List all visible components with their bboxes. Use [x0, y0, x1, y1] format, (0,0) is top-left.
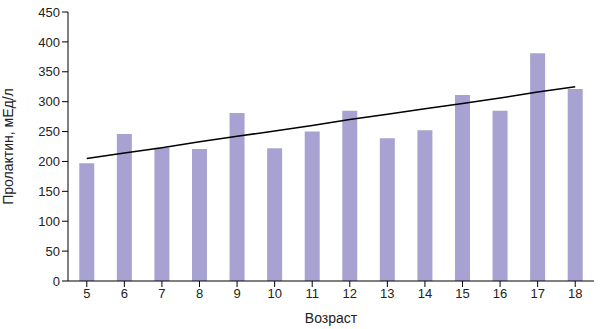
svg-text:15: 15 [455, 286, 469, 301]
svg-text:Пролактин, мЕд/л: Пролактин, мЕд/л [8, 88, 16, 205]
svg-text:5: 5 [83, 286, 90, 301]
svg-text:150: 150 [38, 184, 60, 199]
svg-text:50: 50 [46, 244, 60, 259]
svg-text:300: 300 [38, 94, 60, 109]
svg-text:10: 10 [267, 286, 281, 301]
svg-text:Возраст: Возраст [305, 310, 358, 326]
svg-text:400: 400 [38, 35, 60, 50]
svg-text:100: 100 [38, 214, 60, 229]
svg-text:450: 450 [38, 5, 60, 20]
svg-text:200: 200 [38, 154, 60, 169]
svg-text:12: 12 [343, 286, 357, 301]
svg-text:7: 7 [158, 286, 165, 301]
svg-text:250: 250 [38, 124, 60, 139]
svg-text:9: 9 [233, 286, 240, 301]
svg-text:13: 13 [380, 286, 394, 301]
svg-text:17: 17 [530, 286, 544, 301]
svg-text:350: 350 [38, 64, 60, 79]
svg-text:16: 16 [493, 286, 507, 301]
svg-text:11: 11 [305, 286, 319, 301]
svg-text:14: 14 [418, 286, 432, 301]
svg-text:8: 8 [196, 286, 203, 301]
svg-text:0: 0 [53, 274, 60, 289]
svg-text:6: 6 [121, 286, 128, 301]
svg-text:18: 18 [568, 286, 582, 301]
